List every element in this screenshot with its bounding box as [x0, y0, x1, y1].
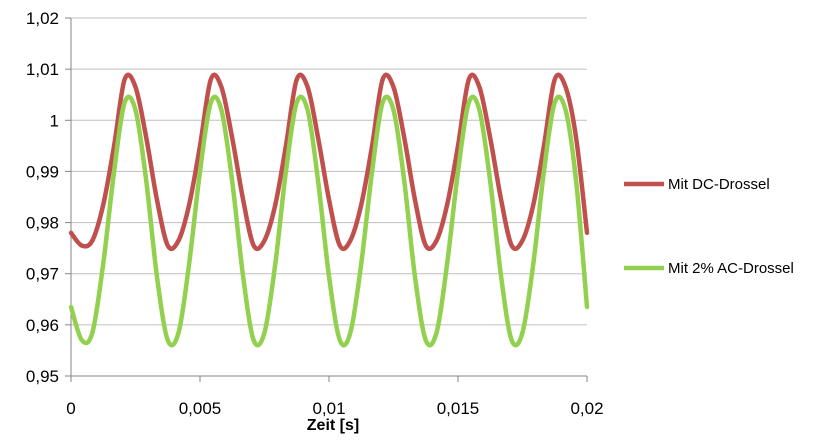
series-line-2 — [68, 94, 590, 348]
series-lines — [68, 72, 590, 348]
y-tick-label-0: 0,95 — [26, 367, 59, 386]
x-tick-label-0: 0 — [66, 399, 75, 418]
x-tick-label-1: 0,005 — [179, 399, 222, 418]
y-tick-label-7: 1,02 — [26, 9, 59, 28]
x-tick-label-3: 0,015 — [437, 399, 480, 418]
axes — [65, 17, 588, 382]
y-tick-label-3: 0,98 — [26, 214, 59, 233]
legend-label-1: Mit DC-Drossel — [668, 176, 770, 193]
y-tick-label-4: 0,99 — [26, 162, 59, 181]
series-line-1 — [68, 72, 590, 251]
y-tick-label-5: 1 — [50, 111, 59, 130]
x-tick-labels: 0 0,005 0,01 0,015 0,02 — [66, 399, 603, 418]
y-tick-labels: 0,95 0,96 0,97 0,98 0,99 1 1,01 1,02 — [26, 9, 59, 386]
x-axis-title: Zeit [s] — [307, 417, 359, 434]
legend-label-2: Mit 2% AC-Drossel — [668, 260, 794, 277]
legend: Mit DC-Drossel Mit 2% AC-Drossel — [624, 176, 794, 277]
x-tick-label-2: 0,01 — [312, 399, 345, 418]
y-tick-label-6: 1,01 — [26, 60, 59, 79]
y-tick-label-1: 0,96 — [26, 316, 59, 335]
y-tick-label-2: 0,97 — [26, 265, 59, 284]
x-tick-label-4: 0,02 — [570, 399, 603, 418]
